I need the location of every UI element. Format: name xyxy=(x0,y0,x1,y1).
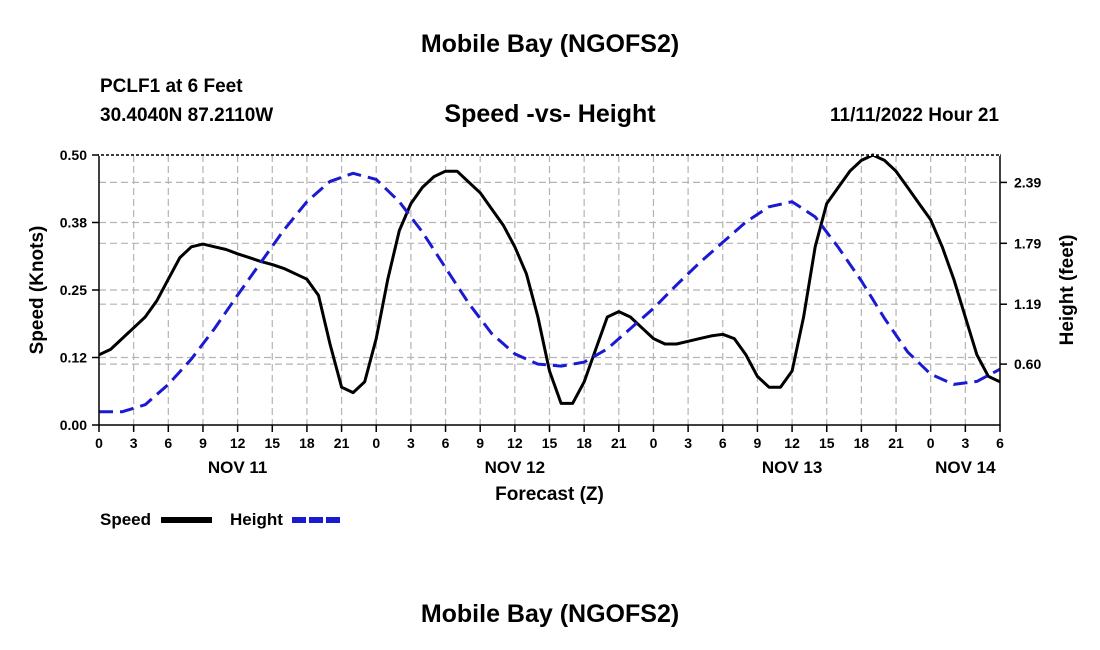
x-date-label: NOV 13 xyxy=(762,458,822,477)
x-date-label: NOV 11 xyxy=(208,458,268,477)
y2-tick-label: 1.19 xyxy=(1014,296,1041,312)
y2-tick-label: 2.39 xyxy=(1014,174,1041,190)
chart-main-title: Mobile Bay (NGOFS2) xyxy=(420,30,680,58)
x-tick-label: 3 xyxy=(130,435,138,451)
y-tick-label: 0.25 xyxy=(60,282,87,298)
series-layer xyxy=(98,153,1001,414)
y-axis-label: Speed (Knots) xyxy=(27,226,48,355)
x-tick-label: 15 xyxy=(542,435,558,451)
legend-height-label: Height xyxy=(230,510,283,529)
legend: Speed Height xyxy=(100,510,343,529)
x-tick-label: 21 xyxy=(611,435,627,451)
x-tick-label: 12 xyxy=(784,435,800,451)
chart-subtitle: Speed -vs- Height xyxy=(444,100,656,128)
footer-title: Mobile Bay (NGOFS2) xyxy=(420,600,680,628)
x-tick-label: 0 xyxy=(650,435,658,451)
height-series-line xyxy=(99,171,1001,414)
x-tick-label: 6 xyxy=(996,435,1004,451)
legend-speed-label: Speed xyxy=(100,510,151,529)
x-tick-label: 12 xyxy=(507,435,523,451)
x-tick-label: 18 xyxy=(854,435,870,451)
x-tick-label: 0 xyxy=(95,435,103,451)
x-tick-label: 3 xyxy=(407,435,415,451)
x-tick-label: 21 xyxy=(334,435,350,451)
x-tick-label: 15 xyxy=(264,435,280,451)
x-tick-label: 18 xyxy=(299,435,315,451)
grid xyxy=(99,154,1000,425)
x-tick-label: 12 xyxy=(230,435,246,451)
x-tick-label: 3 xyxy=(684,435,692,451)
y2-tick-label: 0.60 xyxy=(1014,356,1041,372)
x-tick-label: 6 xyxy=(719,435,727,451)
y2-axis-label: Height (feet) xyxy=(1057,235,1078,346)
y-tick-label: 0.12 xyxy=(60,350,87,366)
x-tick-label: 21 xyxy=(888,435,904,451)
x-tick-label: 0 xyxy=(372,435,380,451)
y-tick-label: 0.50 xyxy=(60,147,87,163)
x-tick-label: 3 xyxy=(961,435,969,451)
x-tick-label: 9 xyxy=(199,435,207,451)
x-tick-label: 15 xyxy=(819,435,835,451)
x-date-label: NOV 14 xyxy=(935,458,996,477)
x-tick-label: 6 xyxy=(442,435,450,451)
axes: 0 3 6 9 12 15 18 21 0 3 6 9 12 15 18 21 0 3 6 9 12 15 18 21 0 3 6N… xyxy=(60,147,1042,477)
x-date-label: NOV 12 xyxy=(485,458,545,477)
y-tick-label: 0.38 xyxy=(60,215,87,231)
x-tick-label: 6 xyxy=(164,435,172,451)
forecast-datetime: 11/11/2022 Hour 21 xyxy=(829,105,999,126)
speed-series-line xyxy=(98,153,1001,405)
x-tick-label: 18 xyxy=(576,435,592,451)
station-label: PCLF1 at 6 Feet xyxy=(100,76,243,97)
coordinates-label: 30.4040N 87.2110W xyxy=(100,105,274,126)
x-tick-label: 0 xyxy=(927,435,935,451)
x-tick-label: 9 xyxy=(476,435,484,451)
y-tick-label: 0.00 xyxy=(60,417,87,433)
y2-tick-label: 1.79 xyxy=(1014,235,1041,251)
x-axis-label: Forecast (Z) xyxy=(495,484,604,505)
x-tick-label: 9 xyxy=(754,435,762,451)
